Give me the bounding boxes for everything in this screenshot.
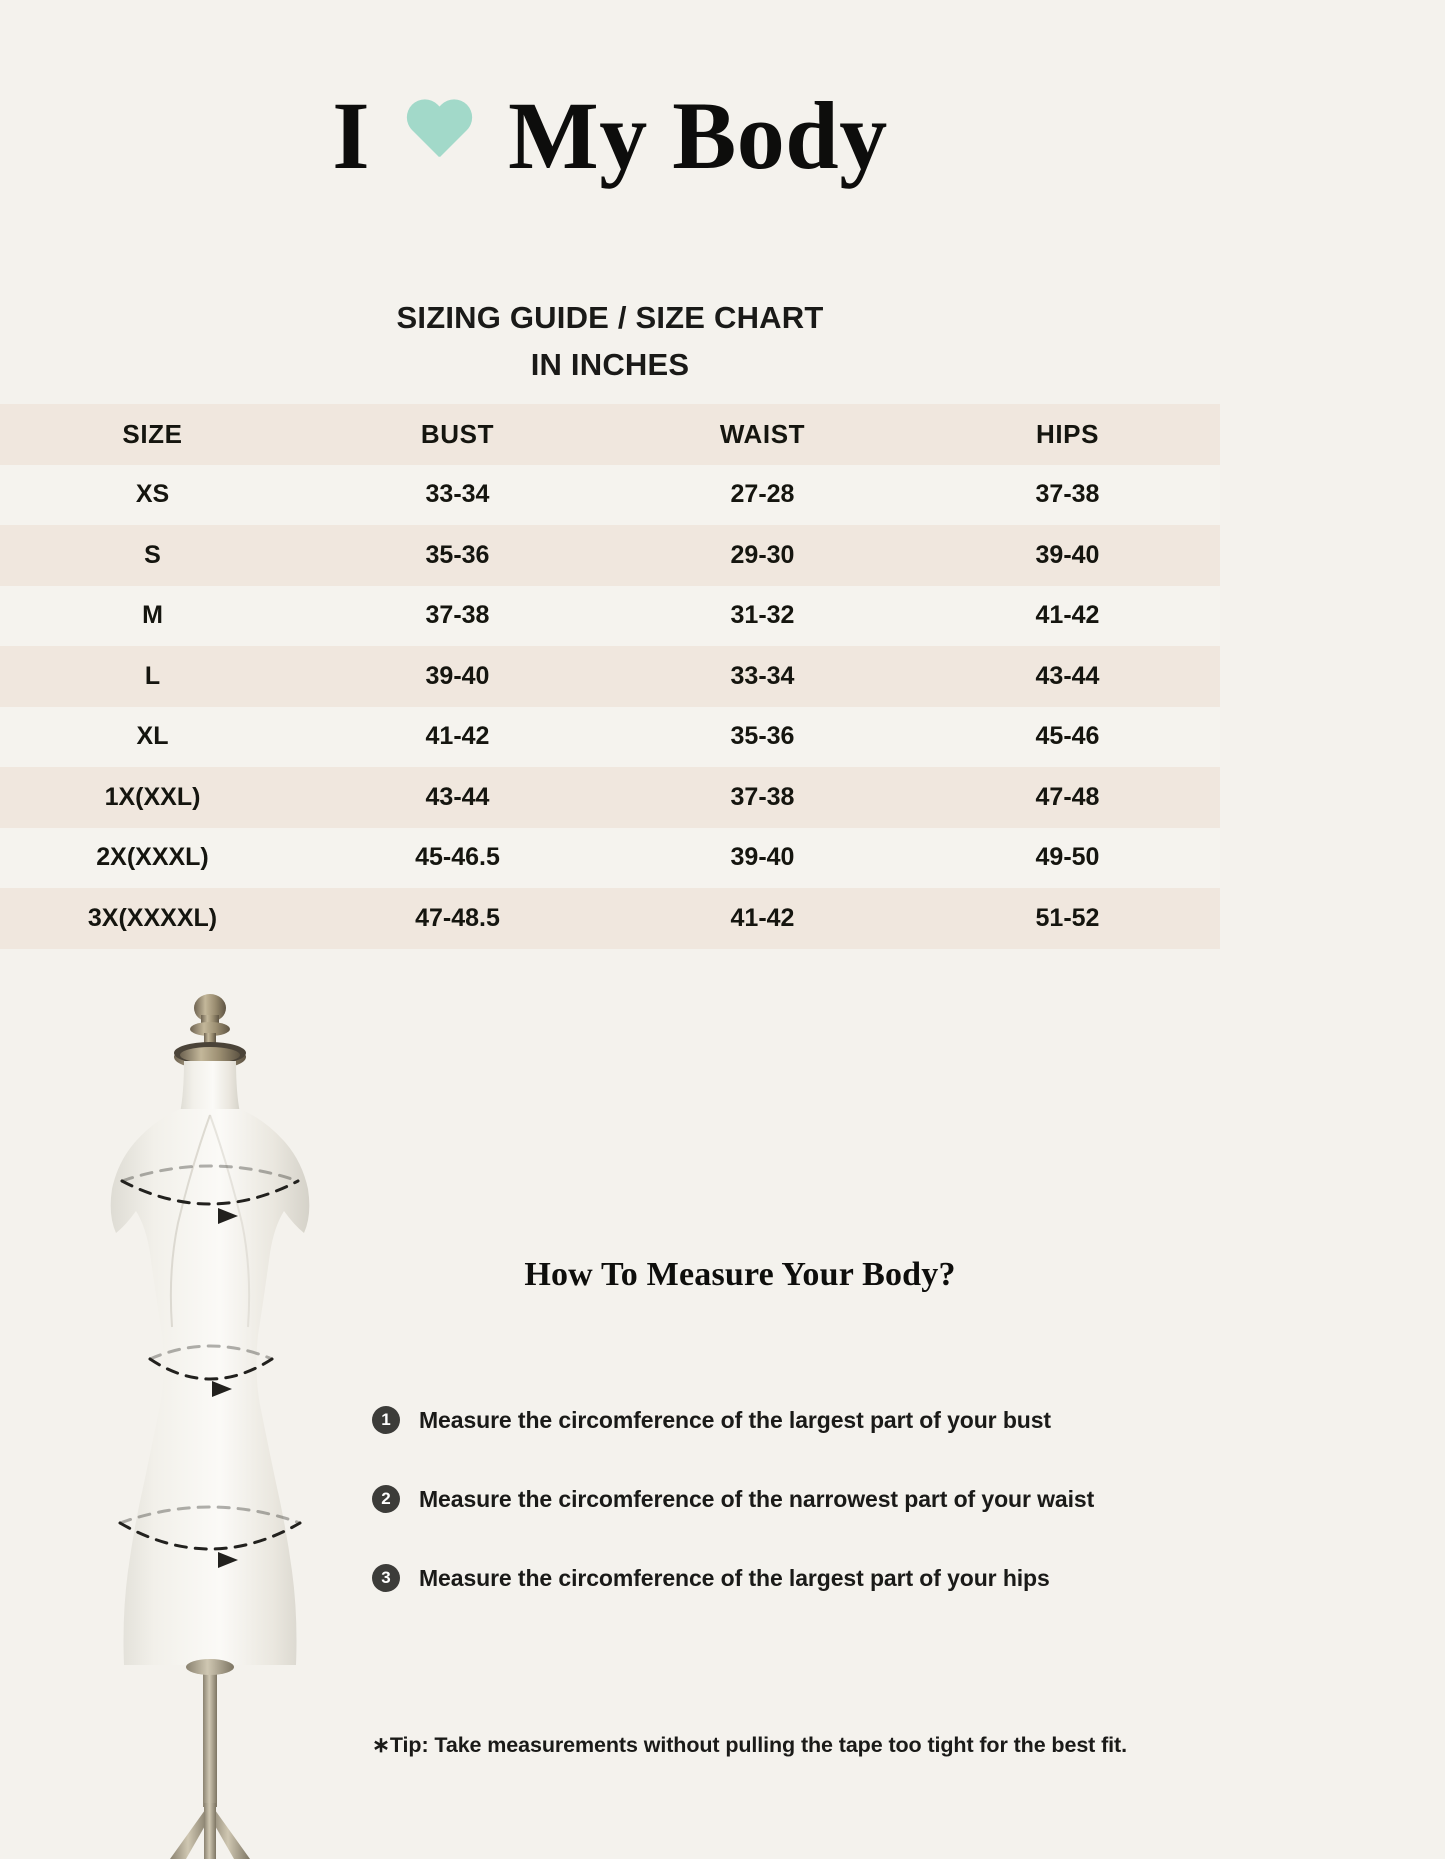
brand-word-mybody: My Body [508,82,888,189]
cell-waist: 27-28 [730,480,795,509]
seam-line [209,1114,251,1328]
cell-size: M [142,601,163,630]
mannequin-torso [110,1109,310,1665]
heart-icon [404,101,474,165]
column-header-hips: HIPS [1035,418,1100,449]
cell-waist: 31-32 [730,601,795,630]
how-to-measure-heading: How To Measure Your Body? [524,1256,956,1293]
table-row: 2X(XXXL) 45-46.5 39-40 49-50 [0,827,1220,888]
cell-bust: 39-40 [425,661,490,690]
table-row: L 39-40 33-34 43-44 [0,646,1220,707]
table-header-row: SIZE BUST WAIST HIPS [0,404,1220,465]
step-number-badge: 3 [372,1564,400,1592]
subtitle-line-1: SIZING GUIDE / SIZE CHART [396,300,824,335]
table-row: S 35-36 29-30 39-40 [0,525,1220,586]
step-number-badge: 1 [372,1406,400,1434]
cell-hips: 37-38 [1035,480,1100,509]
list-item: 2 Measure the circomference of the narro… [372,1479,1172,1519]
cell-bust: 45-46.5 [415,843,500,872]
cell-waist: 37-38 [730,782,795,811]
table-row: 1X(XXL) 43-44 37-38 47-48 [0,767,1220,828]
table-row: XS 33-34 27-28 37-38 [0,464,1220,525]
cell-bust: 43-44 [425,782,490,811]
cell-size: XS [135,480,170,509]
cell-size: XL [136,722,169,751]
stand-leg [170,1803,210,1859]
table-row: XL 41-42 35-36 45-46 [0,706,1220,767]
cell-waist: 33-34 [730,661,795,690]
cell-size: 1X(XXL) [104,782,201,811]
cell-hips: 47-48 [1035,782,1100,811]
cell-bust: 35-36 [425,540,490,569]
seam-line [169,1114,211,1328]
stand-pole [203,1661,217,1807]
cell-waist: 41-42 [730,903,795,932]
cell-waist: 35-36 [730,722,795,751]
list-item: 1 Measure the circomference of the large… [372,1400,1172,1440]
bust-measure-line [120,1164,300,1224]
cell-hips: 49-50 [1035,843,1100,872]
waist-measure-line [148,1344,274,1397]
cell-waist: 39-40 [730,843,795,872]
step-number-badge: 2 [372,1485,400,1513]
brand-word-i: I [332,82,371,189]
cell-bust: 41-42 [425,722,490,751]
cell-size: S [144,540,161,569]
cell-hips: 43-44 [1035,661,1100,690]
subtitle-line-2: IN INCHES [530,346,690,382]
cell-hips: 45-46 [1035,722,1100,751]
cell-bust: 33-34 [425,480,490,509]
stand-leg [210,1803,250,1859]
cell-size: 2X(XXXL) [96,843,209,872]
column-header-bust: BUST [420,418,495,449]
column-header-size: SIZE [122,418,183,449]
cell-hips: 51-52 [1035,903,1100,932]
stand-collar [186,1659,234,1675]
measurement-tip: ∗Tip: Take measurements without pulling … [372,1733,1127,1757]
cell-bust: 47-48.5 [415,903,500,932]
dress-form-mannequin [110,994,310,1859]
stand-leg [204,1803,216,1859]
column-header-waist: WAIST [719,418,806,449]
step-text: Measure the circomference of the largest… [419,1406,1051,1433]
cell-hips: 39-40 [1035,540,1100,569]
page-subtitle: SIZING GUIDE / SIZE CHART IN INCHES [0,295,1220,388]
brand-title: I My Body [0,88,1220,184]
cell-hips: 41-42 [1035,601,1100,630]
cell-size: 3X(XXXXL) [87,903,218,932]
size-chart-table: SIZE BUST WAIST HIPS XS 33-34 27-28 37-3… [0,404,1220,949]
cell-bust: 37-38 [425,601,490,630]
step-text: Measure the circomference of the narrowe… [419,1485,1095,1512]
cell-size: L [144,661,161,690]
measure-steps-list: 1 Measure the circomference of the large… [372,1400,1172,1637]
mannequin-neck [180,1061,240,1113]
hips-measure-line [118,1505,302,1568]
cell-waist: 29-30 [730,540,795,569]
table-row: 3X(XXXXL) 47-48.5 41-42 51-52 [0,888,1220,949]
list-item: 3 Measure the circomference of the large… [372,1558,1172,1598]
finial-icon [174,994,246,1069]
table-row: M 37-38 31-32 41-42 [0,585,1220,646]
step-text: Measure the circomference of the largest… [419,1564,1050,1591]
